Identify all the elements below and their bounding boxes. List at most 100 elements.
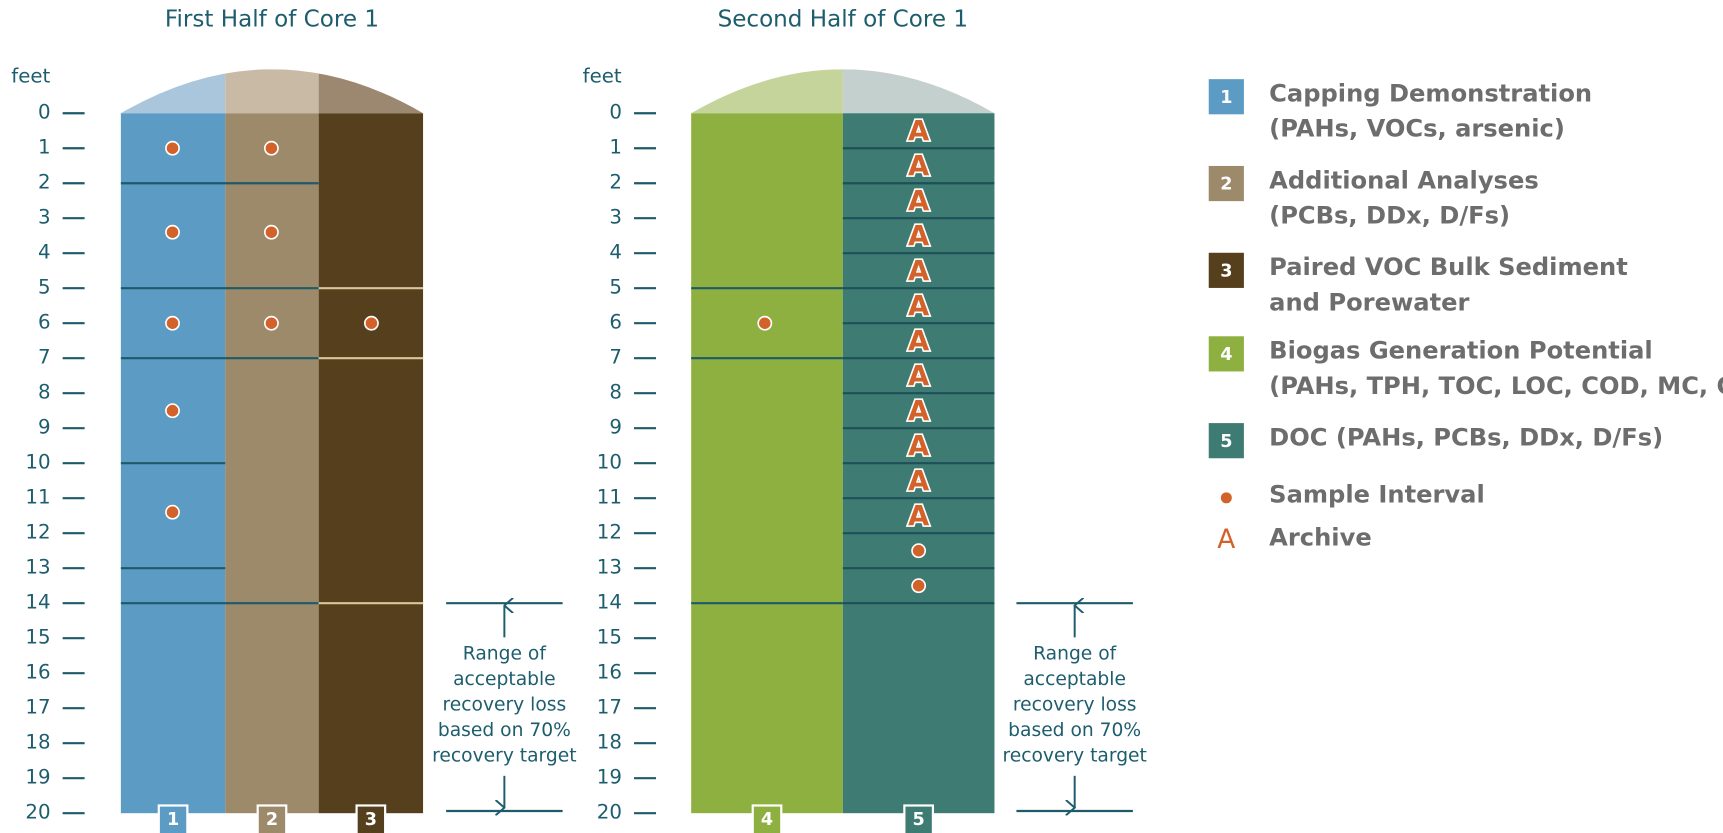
legend-key: 1 [1220,88,1232,108]
column-number: 5 [913,810,925,830]
legend-key: 5 [1220,432,1232,452]
core-column [318,113,424,814]
legend-swatch [1208,165,1244,202]
depth-label: 3 [38,206,51,229]
legend-swatch [1208,79,1244,115]
depth-label: 0 [609,101,622,124]
column-key [903,804,935,833]
depth-label: 14 [25,591,50,614]
panel-title: Second Half of Core 1 [718,6,968,32]
sample-dot [165,315,180,331]
depth-label: 0 [38,101,51,124]
depth-label: 16 [597,661,622,684]
depth-unit: feet [583,64,622,87]
depth-label: 5 [38,276,51,299]
sample-dot [263,224,279,240]
depth-label: 15 [597,626,622,649]
depth-label: 11 [597,486,622,509]
column-key [751,804,783,833]
column-number: 4 [761,810,773,830]
legend-swatch [1208,336,1244,372]
depth-label: 5 [609,276,622,299]
archive-mark: A [908,256,930,287]
depth-label: 1 [609,136,622,159]
depth-label: 12 [597,521,622,544]
depth-label: 6 [609,311,622,334]
depth-label: 10 [25,451,50,474]
depth-label: 17 [25,696,50,719]
legend-swatch [1208,252,1244,288]
archive-mark: A [908,291,930,322]
sample-dot [263,315,279,331]
legend-label: Paired VOC Bulk Sediment [1269,253,1628,281]
depth-label: 8 [609,381,622,404]
archive-mark: A [908,116,930,147]
range-note: Range of [1033,643,1117,664]
sample-dot [165,403,180,419]
depth-label: 20 [597,801,622,824]
depth-label: 7 [609,346,622,369]
core-column [225,113,319,814]
legend-label: Capping Demonstration [1269,80,1592,108]
column-key [355,804,387,833]
panel-title: First Half of Core 1 [165,6,379,32]
depth-label: 6 [38,311,51,334]
depth-label: 10 [597,451,622,474]
depth-label: 19 [597,766,622,789]
archive-mark: A [908,466,930,497]
range-note: acceptable [453,669,556,690]
core-dome [225,69,319,114]
archive-mark: A [908,326,930,357]
sample-dot [911,543,927,559]
column-number: 2 [266,810,278,830]
depth-label: 11 [25,486,50,509]
core-dome [120,69,226,114]
depth-label: 9 [609,416,622,439]
depth-label: 13 [597,556,622,579]
range-note: recovery loss [1013,694,1137,715]
range-note: recovery loss [443,694,567,715]
depth-label: 19 [25,766,50,789]
archive-mark: A [908,431,930,462]
sample-dot [165,224,180,240]
sample-dot [363,315,379,331]
depth-label: 16 [25,661,50,684]
depth-label: 18 [25,731,50,754]
legend-label: DOC (PAHs, PCBs, DDx, D/Fs) [1269,423,1663,451]
legend-key: 2 [1220,175,1232,195]
legend-label: (PAHs, TPH, TOC, LOC, COD, MC, GS) [1269,372,1723,400]
legend-label: Biogas Generation Potential [1269,337,1653,365]
sample-dot [757,315,773,331]
archive-mark: A [908,396,930,427]
range-note: recovery target [1002,745,1146,766]
sample-dot [165,504,180,520]
range-note: based on 70% [1008,720,1141,741]
depth-label: 18 [597,731,622,754]
column-key [157,804,189,833]
depth-label: 4 [38,241,51,264]
depth-label: 3 [609,206,622,229]
depth-label: 8 [38,381,51,404]
core-dome [842,69,995,114]
core-dome [691,69,843,114]
depth-label: 9 [38,416,51,439]
column-key [256,804,288,833]
range-note: Range of [463,643,547,664]
legend-label: Archive [1269,523,1372,551]
depth-label: 2 [38,171,51,194]
legend-label: Sample Interval [1269,481,1485,509]
core-column [691,113,843,814]
legend-label: and Porewater [1269,288,1469,316]
depth-label: 4 [609,241,622,264]
depth-label: 7 [38,346,51,369]
core-dome [318,69,424,114]
depth-unit: feet [11,64,50,87]
depth-label: 20 [25,801,50,824]
depth-label: 2 [609,171,622,194]
legend-archive: A [1217,525,1235,555]
archive-mark: A [908,501,930,532]
column-number: 3 [365,810,377,830]
archive-mark: A [908,221,930,252]
depth-label: 17 [597,696,622,719]
